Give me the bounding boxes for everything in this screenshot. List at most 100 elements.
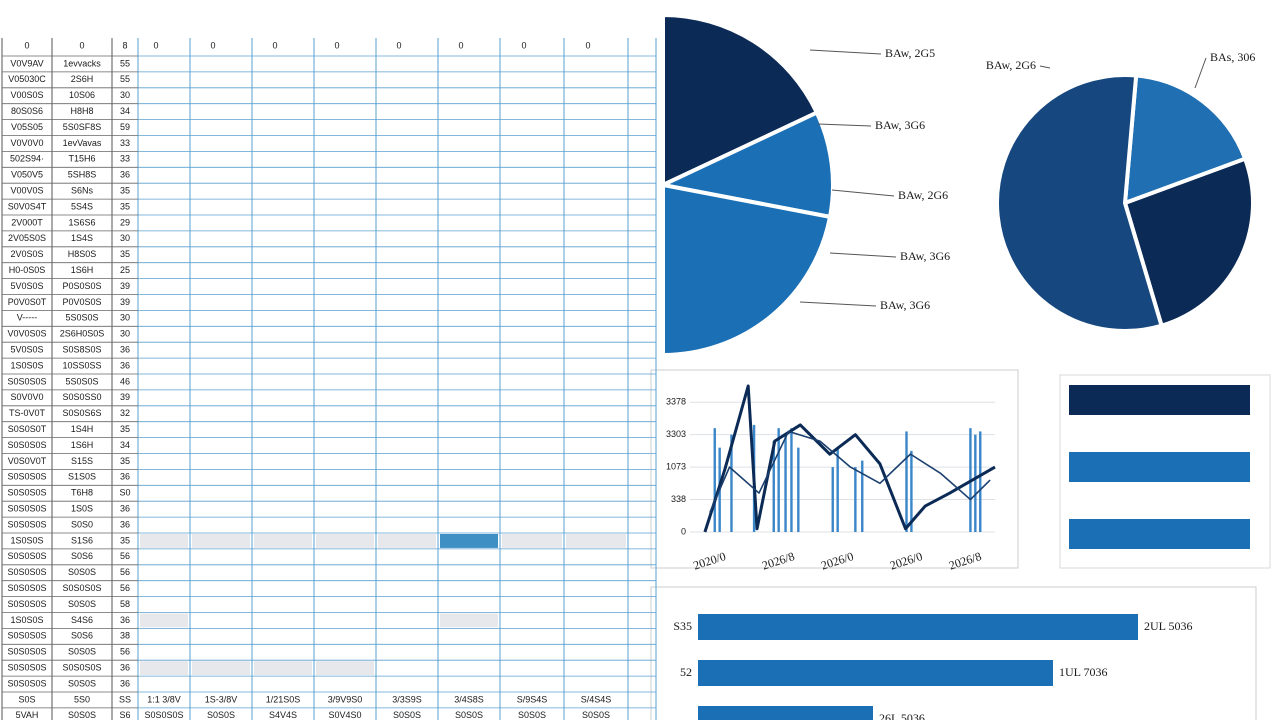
cell-text: 36 (120, 472, 130, 482)
cell-text: S0S0S0S (7, 599, 46, 609)
callout-line (831, 189, 895, 197)
pie-label: BAw, 3G6 (875, 118, 925, 132)
cell-text: 33 (120, 138, 130, 148)
bar-annotation: 26L 5036 (879, 711, 925, 720)
cell-text: 56 (120, 583, 130, 593)
cell-highlight (254, 661, 312, 676)
cell-text: 25 (120, 265, 130, 275)
cell-text: H0-0S0S (9, 265, 46, 275)
spike-bar (861, 460, 864, 532)
cell-text: S0S0 (71, 519, 93, 529)
cell-text: 1S0S0S (10, 535, 43, 545)
cell-highlight (192, 661, 250, 676)
cell-text: V00V0S (10, 186, 43, 196)
cell-text: H8H8 (70, 106, 93, 116)
x-tick-label: 2026/0 (888, 549, 924, 573)
cell-text: 29 (120, 217, 130, 227)
cell-text: 30 (120, 313, 130, 323)
cell-text: H8S0S (68, 249, 97, 259)
cell-text: 80S0S6 (11, 106, 43, 116)
cell-text: 5S0S0S (65, 313, 98, 323)
cell-text: 39 (120, 392, 130, 402)
cell-text: P0V0S0T (8, 297, 47, 307)
cell-highlight (316, 534, 374, 548)
pie-slice (663, 182, 833, 358)
spike-bar (854, 467, 857, 532)
line-series (709, 430, 991, 513)
cell-text: 36 (120, 360, 130, 370)
cell-highlight (502, 534, 562, 548)
pie-label: BAw, 3G6 (880, 298, 930, 312)
cell-text: S4S6 (71, 615, 93, 625)
footer-cell: 3/3S9S (392, 694, 422, 704)
pie-slice (663, 12, 665, 358)
bar-chart-frame (1059, 374, 1271, 569)
footer-cell: 5VAH (16, 710, 39, 720)
cell-text: 1S6H (71, 440, 94, 450)
header-cell: 0 (210, 40, 215, 50)
cell-text: 1S4H (71, 424, 94, 434)
cell-text: 33 (120, 154, 130, 164)
cell-text: 56 (120, 647, 130, 657)
cell-text: 39 (120, 281, 130, 291)
cell-text: 2V0S0S (10, 249, 43, 259)
cell-text: 35 (120, 535, 130, 545)
cell-text: T15H6 (68, 154, 95, 164)
cell-highlight (140, 613, 188, 628)
bar-annotation: 1UL 7036 (1059, 665, 1108, 679)
pie-slice (1122, 73, 1248, 206)
bar-annotation: 2UL 5036 (1144, 619, 1193, 633)
cell-text: S0S0S (68, 678, 96, 688)
cell-text: 34 (120, 440, 130, 450)
cell-text: 1S4S (71, 233, 93, 243)
spike-bar (784, 434, 787, 532)
spike-bar (797, 447, 800, 532)
pie-slice (995, 73, 1165, 333)
cell-text: V0V9AV (10, 58, 43, 68)
footer-cell: S0S0S (582, 710, 610, 720)
cell-text: 55 (120, 74, 130, 84)
footer-cell: SS (119, 694, 131, 704)
cell-text: 5S0S0S (65, 376, 98, 386)
footer-cell: S0V4S0 (328, 710, 361, 720)
line-series (703, 384, 996, 533)
cell-text: S0S0S6S (62, 408, 101, 418)
cell-text: S0 (119, 488, 130, 498)
cell-text: S0S0S0S (62, 583, 101, 593)
cell-text: 1S6S6 (68, 217, 95, 227)
cell-text: T6H8 (71, 488, 93, 498)
callout-line (1194, 57, 1207, 89)
callout-line (809, 49, 882, 55)
cell-text: S0S0S0S (7, 376, 46, 386)
header-cell: 0 (24, 40, 29, 50)
footer-cell: 1/21S0S (266, 694, 301, 704)
spike-bar (772, 441, 775, 532)
cell-text: S0S0S0S (7, 647, 46, 657)
bar (698, 660, 1053, 686)
cell-text: 36 (120, 345, 130, 355)
cell-text: V05S05 (11, 122, 43, 132)
cell-text: 36 (120, 678, 130, 688)
pie-slice (663, 12, 820, 188)
cell-text: 5V0S0S (10, 345, 43, 355)
footer-cell: S/9S4S (517, 694, 548, 704)
cell-text: S0V0S4T (8, 201, 47, 211)
cell-text: S1S0S (68, 472, 96, 482)
footer-cell: 3/9V9S0 (328, 694, 363, 704)
header-cell: 0 (458, 40, 463, 50)
cell-text: S0S0S0T (8, 424, 47, 434)
x-tick-label: 2026/0 (819, 549, 855, 573)
cell-text: V00S0S (10, 90, 43, 100)
line-chart-frame (650, 369, 1019, 569)
cell-text: S0S0S (68, 599, 96, 609)
cell-text: 1evVavas (63, 138, 102, 148)
spike-bar (910, 450, 913, 532)
x-tick-label: 2020/0 (691, 549, 727, 573)
cell-highlight (378, 534, 436, 548)
x-tick-label: 2026/8 (947, 549, 983, 573)
callout-line (1039, 65, 1051, 69)
cell-text: V0S0V0T (8, 456, 47, 466)
cell-text: 5V0S0S (10, 281, 43, 291)
cell-text: 30 (120, 233, 130, 243)
